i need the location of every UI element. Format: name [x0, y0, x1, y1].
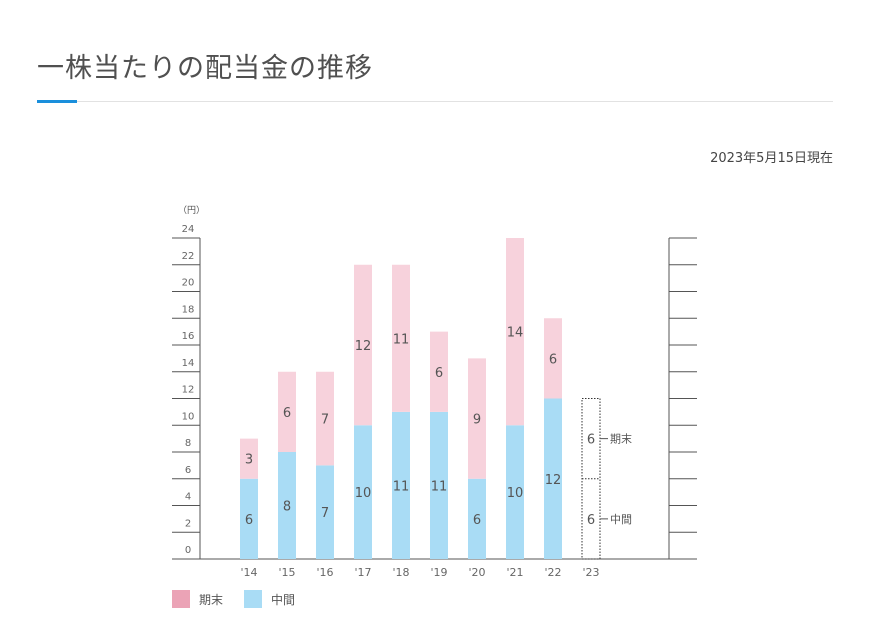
y-tick-label: 18	[182, 304, 195, 315]
bar-final	[468, 358, 486, 479]
legend-label: 期末	[199, 593, 223, 607]
y-tick-label: 22	[182, 251, 195, 262]
x-tick-label: '15	[278, 566, 295, 579]
forecast-interim-label: 中間	[610, 513, 632, 526]
legend-swatch	[172, 590, 190, 608]
bar-final	[544, 318, 562, 399]
y-tick-label: 8	[185, 438, 191, 449]
forecast-final-label: 期末	[610, 432, 632, 446]
bar-final-label: 12	[355, 339, 372, 354]
forecast-final-value: 6	[587, 433, 595, 448]
bar-final-label: 7	[321, 413, 329, 428]
bar-final	[430, 331, 448, 412]
x-tick-label: '23	[582, 566, 599, 579]
bar-interim	[316, 465, 334, 559]
y-tick-label: 12	[182, 385, 195, 396]
bar-final-label: 6	[549, 352, 557, 367]
bar-interim-label: 10	[507, 486, 524, 501]
bar-interim-label: 11	[431, 479, 448, 494]
bar-final	[506, 238, 524, 426]
x-tick-label: '14	[240, 566, 257, 579]
x-tick-label: '22	[544, 566, 561, 579]
bar-interim	[240, 478, 258, 559]
x-tick-label: '21	[506, 566, 523, 579]
bar-final-label: 14	[507, 326, 524, 341]
x-tick-label: '17	[354, 566, 371, 579]
bar-final	[392, 264, 410, 412]
bar-final	[278, 371, 296, 452]
bar-interim	[430, 411, 448, 559]
bar-final-label: 6	[283, 406, 291, 421]
y-tick-label: 10	[182, 411, 195, 422]
bar-interim-label: 6	[245, 513, 253, 528]
bar-interim-label: 12	[545, 473, 562, 488]
bar-interim-label: 7	[321, 506, 329, 521]
bar-interim	[354, 425, 372, 559]
bar-final-label: 11	[393, 332, 410, 347]
bar-final	[316, 371, 334, 466]
x-tick-label: '16	[316, 566, 333, 579]
y-tick-label: 20	[182, 278, 195, 289]
bar-interim	[544, 398, 562, 559]
page-title: 一株当たりの配当金の推移	[37, 53, 373, 84]
bar-interim-label: 10	[355, 486, 372, 501]
x-tick-label: '20	[468, 566, 485, 579]
bar-final-label: 6	[435, 366, 443, 381]
y-tick-label: 16	[182, 331, 195, 342]
bar-interim	[392, 411, 410, 559]
y-tick-label: 4	[185, 492, 191, 503]
title-divider	[37, 101, 833, 102]
legend-swatch	[244, 590, 262, 608]
x-tick-label: '19	[430, 566, 447, 579]
as-of-date: 2023年5月15日現在	[710, 151, 833, 166]
y-tick-label: 2	[185, 518, 191, 529]
bar-final-label: 9	[473, 413, 481, 428]
legend-label: 中間	[271, 592, 295, 607]
bar-interim-label: 6	[473, 513, 481, 528]
y-tick-label: 14	[182, 358, 195, 369]
y-axis-unit-label: （円）	[178, 205, 205, 216]
bar-final-label: 3	[245, 453, 253, 468]
bar-interim-label: 8	[283, 500, 291, 515]
x-tick-label: '18	[392, 566, 409, 579]
y-tick-label: 0	[185, 545, 191, 556]
y-tick-label: 24	[182, 224, 195, 235]
forecast-interim-value: 6	[587, 513, 595, 528]
bar-interim	[278, 452, 296, 559]
y-tick-label: 6	[185, 465, 191, 476]
bar-final	[354, 264, 372, 426]
title-accent-bar	[37, 100, 77, 103]
bar-interim	[468, 478, 486, 559]
bar-interim-label: 11	[393, 479, 410, 494]
bar-final	[240, 438, 258, 479]
bar-interim	[506, 425, 524, 559]
